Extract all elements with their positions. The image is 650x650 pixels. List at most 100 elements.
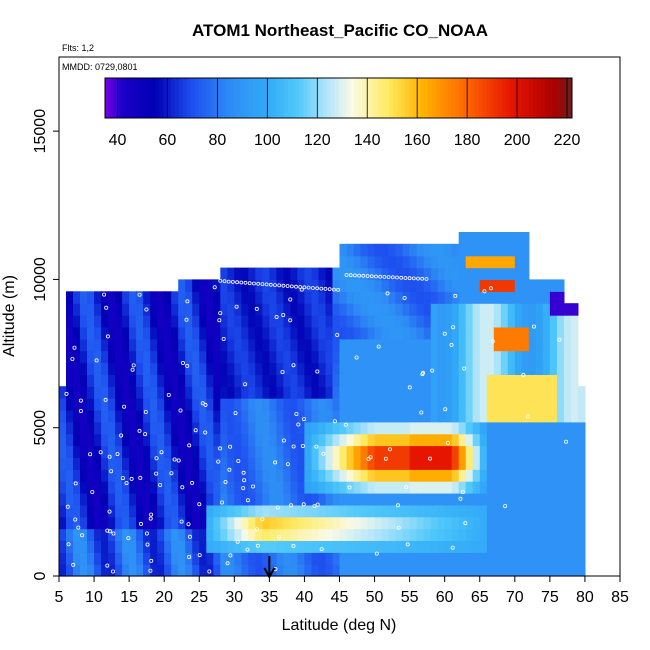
- heat-cell: [402, 552, 411, 565]
- colorbar-segment: [248, 78, 254, 118]
- heat-cell: [150, 398, 158, 411]
- heat-cell: [549, 326, 558, 340]
- heat-cell: [528, 398, 537, 411]
- x-tick-label: 40: [296, 589, 314, 606]
- heat-cell: [360, 421, 369, 435]
- heat-cell: [59, 445, 67, 458]
- heat-cell: [549, 374, 558, 387]
- heat-cell: [234, 315, 242, 328]
- heat-cell: [395, 362, 404, 375]
- heat-cell: [241, 516, 249, 530]
- heat-cell: [304, 279, 312, 292]
- heat-cell: [122, 398, 130, 411]
- heat-cell: [388, 243, 397, 257]
- heat-cell: [220, 540, 228, 553]
- heat-cell: [304, 374, 312, 387]
- heat-cell: [143, 493, 151, 506]
- heat-cell: [570, 552, 579, 565]
- heat-cell: [213, 374, 221, 387]
- sample-point: [212, 285, 217, 290]
- sample-point: [445, 440, 450, 445]
- colorbar-segment: [120, 78, 125, 118]
- sample-point: [503, 504, 508, 509]
- colorbar-segment: [509, 78, 515, 118]
- heat-cell: [458, 564, 467, 577]
- heat-cell: [542, 398, 551, 411]
- heat-cell: [451, 315, 460, 328]
- heat-cell: [262, 338, 270, 352]
- heat-cell: [479, 291, 488, 304]
- colorbar-segment: [560, 78, 565, 118]
- heat-cell: [402, 267, 411, 281]
- colorbar-segment: [548, 78, 554, 118]
- heat-cell: [185, 350, 193, 364]
- heat-cell: [542, 350, 551, 364]
- heat-cell: [353, 564, 362, 577]
- heat-cell: [458, 504, 467, 518]
- heat-cell: [409, 433, 418, 447]
- heat-cell: [549, 528, 558, 541]
- heat-cell: [458, 303, 467, 316]
- heat-cell: [297, 481, 305, 494]
- heat-cell: [451, 409, 460, 423]
- heat-cell: [339, 243, 348, 257]
- heat-cell: [59, 469, 67, 482]
- heat-cell: [395, 528, 404, 541]
- heat-cell: [451, 493, 460, 506]
- heat-cell: [423, 386, 432, 399]
- heat-cell: [542, 291, 551, 304]
- heat-cell: [178, 350, 186, 364]
- sample-point: [145, 542, 150, 547]
- x-tick-label: 80: [576, 589, 594, 606]
- heat-cell: [528, 421, 537, 435]
- heat-cell: [437, 398, 446, 411]
- heat-cell: [353, 398, 362, 411]
- heat-cell: [367, 528, 376, 541]
- heat-cell: [220, 398, 228, 411]
- heat-cell: [248, 516, 256, 530]
- heat-cell: [227, 504, 235, 518]
- heat-cell: [94, 552, 102, 565]
- sample-point: [327, 287, 332, 292]
- heat-cell: [507, 255, 516, 269]
- heat-cell: [353, 255, 362, 269]
- colorbar-tick-label: 160: [404, 132, 431, 149]
- heat-cell: [129, 528, 137, 541]
- heat-cell: [472, 267, 481, 281]
- heat-cell: [367, 433, 376, 447]
- heat-cell: [80, 374, 88, 387]
- heat-cell: [360, 291, 369, 304]
- heat-cell: [549, 350, 558, 364]
- colorbar-segment: [311, 78, 316, 118]
- heat-cell: [556, 469, 565, 482]
- x-tick-label: 75: [541, 589, 559, 606]
- heat-cell: [199, 504, 207, 518]
- heat-cell: [402, 350, 411, 364]
- heat-cell: [185, 374, 193, 387]
- x-tick-label: 5: [55, 589, 64, 606]
- heat-cell: [374, 409, 383, 423]
- heat-cell: [304, 291, 312, 304]
- heat-cell: [220, 457, 228, 470]
- heat-cell: [129, 291, 137, 304]
- heat-cell: [311, 386, 320, 399]
- heat-cell: [213, 433, 221, 447]
- heat-cell: [66, 362, 74, 375]
- colorbar-segment: [529, 78, 534, 118]
- heat-cell: [185, 409, 193, 423]
- heat-cell: [220, 338, 228, 352]
- sample-point: [354, 355, 359, 360]
- heat-cell: [360, 303, 369, 316]
- heat-cell: [66, 445, 74, 458]
- heat-cell: [227, 457, 235, 470]
- heat-cell: [493, 504, 502, 518]
- heat-cell: [185, 326, 193, 340]
- heat-cell: [101, 374, 109, 387]
- heat-cell: [353, 386, 362, 399]
- heat-cell: [486, 457, 495, 470]
- heat-cell: [535, 528, 544, 541]
- heat-cell: [206, 469, 214, 482]
- heat-cell: [395, 279, 404, 292]
- heat-cell: [430, 315, 439, 328]
- heat-cell: [472, 386, 481, 399]
